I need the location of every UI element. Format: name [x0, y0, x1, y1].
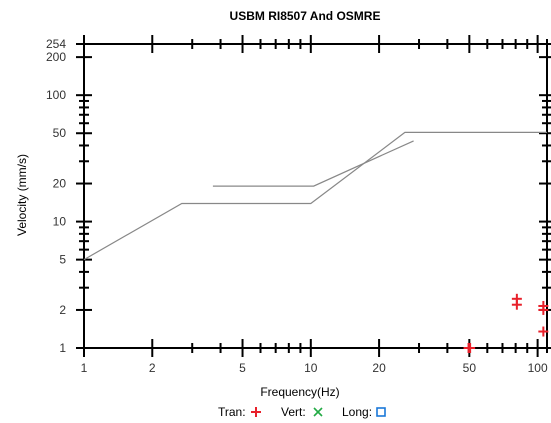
y-tick-label: 5 — [59, 253, 66, 267]
x-axis-label: Frequency(Hz) — [260, 385, 339, 399]
x-tick-label: 100 — [528, 361, 548, 375]
legend-vert-icon — [313, 407, 323, 417]
x-tick-label: 1 — [81, 361, 88, 375]
y-tick-label: 1 — [59, 341, 66, 355]
legend-long-label: Long: — [342, 405, 372, 419]
legend: Tran: Vert: Long: — [218, 405, 386, 419]
limit-curve-2 — [212, 140, 414, 187]
y-tick-label: 2 — [59, 303, 66, 317]
legend-long-icon — [376, 407, 386, 417]
legend-vert-label: Vert: — [281, 405, 306, 419]
chart-title: USBM RI8507 And OSMRE — [230, 9, 381, 23]
legend-tran-label: Tran: — [218, 405, 246, 419]
x-tick-label: 10 — [304, 361, 318, 375]
legend-long-marker — [376, 407, 386, 417]
y-tick-label: 10 — [53, 215, 67, 229]
y-axis-label: Velocity (mm/s) — [15, 154, 29, 236]
x-tick-label: 50 — [463, 361, 477, 375]
x-tick-label: 20 — [372, 361, 386, 375]
limit-curve-1 — [83, 131, 547, 261]
y-tick-label: 100 — [46, 88, 66, 102]
legend-tran-marker — [251, 407, 261, 417]
y-tick-label: 50 — [53, 126, 67, 140]
x-tick-label: 5 — [239, 361, 246, 375]
y-tick-label: 254 — [46, 37, 66, 51]
y-tick-label: 20 — [53, 177, 67, 191]
y-tick-label: 200 — [46, 50, 66, 64]
legend-vert-marker — [313, 407, 323, 417]
x-tick-label: 2 — [149, 361, 156, 375]
